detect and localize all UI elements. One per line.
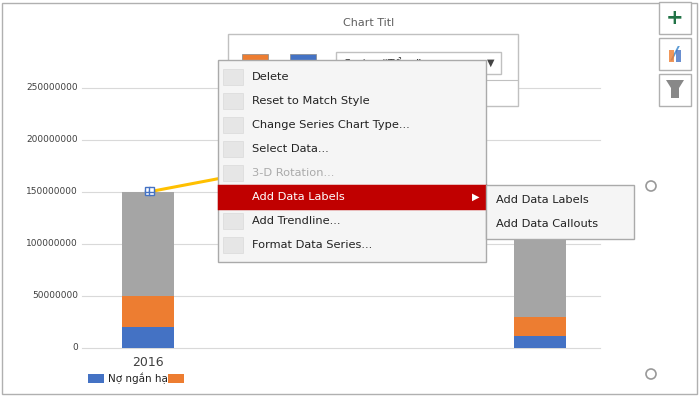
- Bar: [514, 317, 566, 335]
- Bar: [336, 52, 501, 74]
- Circle shape: [646, 181, 656, 191]
- Bar: [145, 187, 150, 192]
- Text: Add Data Labels: Add Data Labels: [252, 192, 344, 202]
- Bar: [223, 213, 243, 229]
- Text: 200000000: 200000000: [27, 135, 78, 145]
- Bar: [168, 374, 184, 383]
- Bar: [669, 50, 674, 62]
- Bar: [676, 50, 681, 62]
- Bar: [223, 165, 243, 181]
- Bar: [223, 69, 243, 85]
- Bar: [223, 189, 243, 205]
- Bar: [340, 154, 346, 159]
- Bar: [145, 190, 150, 195]
- Text: /: /: [672, 45, 678, 63]
- Text: Add Trendline...: Add Trendline...: [252, 216, 340, 226]
- Bar: [514, 208, 566, 317]
- Bar: [486, 185, 634, 239]
- Bar: [148, 187, 153, 192]
- Text: ▾: ▾: [272, 58, 277, 68]
- Bar: [218, 60, 486, 262]
- Text: Reset to Match Style: Reset to Match Style: [252, 96, 370, 106]
- Bar: [659, 38, 691, 70]
- Bar: [290, 54, 316, 72]
- Text: ▾: ▾: [320, 58, 325, 68]
- Bar: [122, 327, 174, 348]
- Bar: [223, 141, 243, 157]
- Bar: [219, 186, 485, 208]
- Text: ▼: ▼: [487, 58, 495, 68]
- Bar: [337, 154, 342, 159]
- Text: ▶: ▶: [473, 192, 480, 202]
- Bar: [337, 150, 342, 155]
- Text: Chart Titl: Chart Titl: [343, 18, 394, 28]
- Text: Select Data...: Select Data...: [252, 144, 329, 154]
- Text: Delete: Delete: [252, 72, 290, 82]
- Bar: [122, 192, 174, 296]
- Text: BUFFCOM: BUFFCOM: [276, 177, 444, 206]
- Bar: [122, 296, 174, 327]
- Text: +: +: [666, 8, 684, 28]
- Text: 0: 0: [72, 343, 78, 352]
- Text: 250000000: 250000000: [27, 84, 78, 93]
- Bar: [228, 34, 518, 106]
- Bar: [537, 206, 542, 211]
- Text: 2016: 2016: [132, 356, 164, 369]
- Bar: [223, 117, 243, 133]
- Text: Series “Tổng”: Series “Tổng”: [344, 57, 421, 69]
- Bar: [148, 190, 153, 195]
- Text: Format Data Series...: Format Data Series...: [252, 240, 372, 250]
- Polygon shape: [319, 160, 347, 178]
- Text: Add Data Labels: Add Data Labels: [496, 195, 589, 205]
- Text: Change Series Chart Type...: Change Series Chart Type...: [252, 120, 410, 130]
- Bar: [514, 335, 566, 348]
- Bar: [242, 54, 268, 72]
- Bar: [223, 237, 243, 253]
- Bar: [88, 374, 104, 383]
- Text: Add Data Callouts: Add Data Callouts: [496, 219, 598, 229]
- Text: 3-D Rotation...: 3-D Rotation...: [252, 168, 335, 178]
- Text: Nợ ngắn hạn: Nợ ngắn hạn: [108, 372, 174, 384]
- Bar: [540, 202, 545, 207]
- Circle shape: [646, 369, 656, 379]
- Bar: [659, 74, 691, 106]
- Text: 150000000: 150000000: [27, 187, 78, 196]
- Bar: [223, 93, 243, 109]
- Bar: [340, 150, 346, 155]
- Bar: [218, 185, 486, 209]
- Text: 100000000: 100000000: [27, 240, 78, 249]
- Polygon shape: [666, 80, 684, 98]
- Text: Fill: Fill: [248, 83, 262, 93]
- Bar: [540, 206, 545, 211]
- Text: 50000000: 50000000: [32, 291, 78, 301]
- Text: Outline: Outline: [284, 83, 322, 93]
- Bar: [537, 202, 542, 207]
- Bar: [659, 2, 691, 34]
